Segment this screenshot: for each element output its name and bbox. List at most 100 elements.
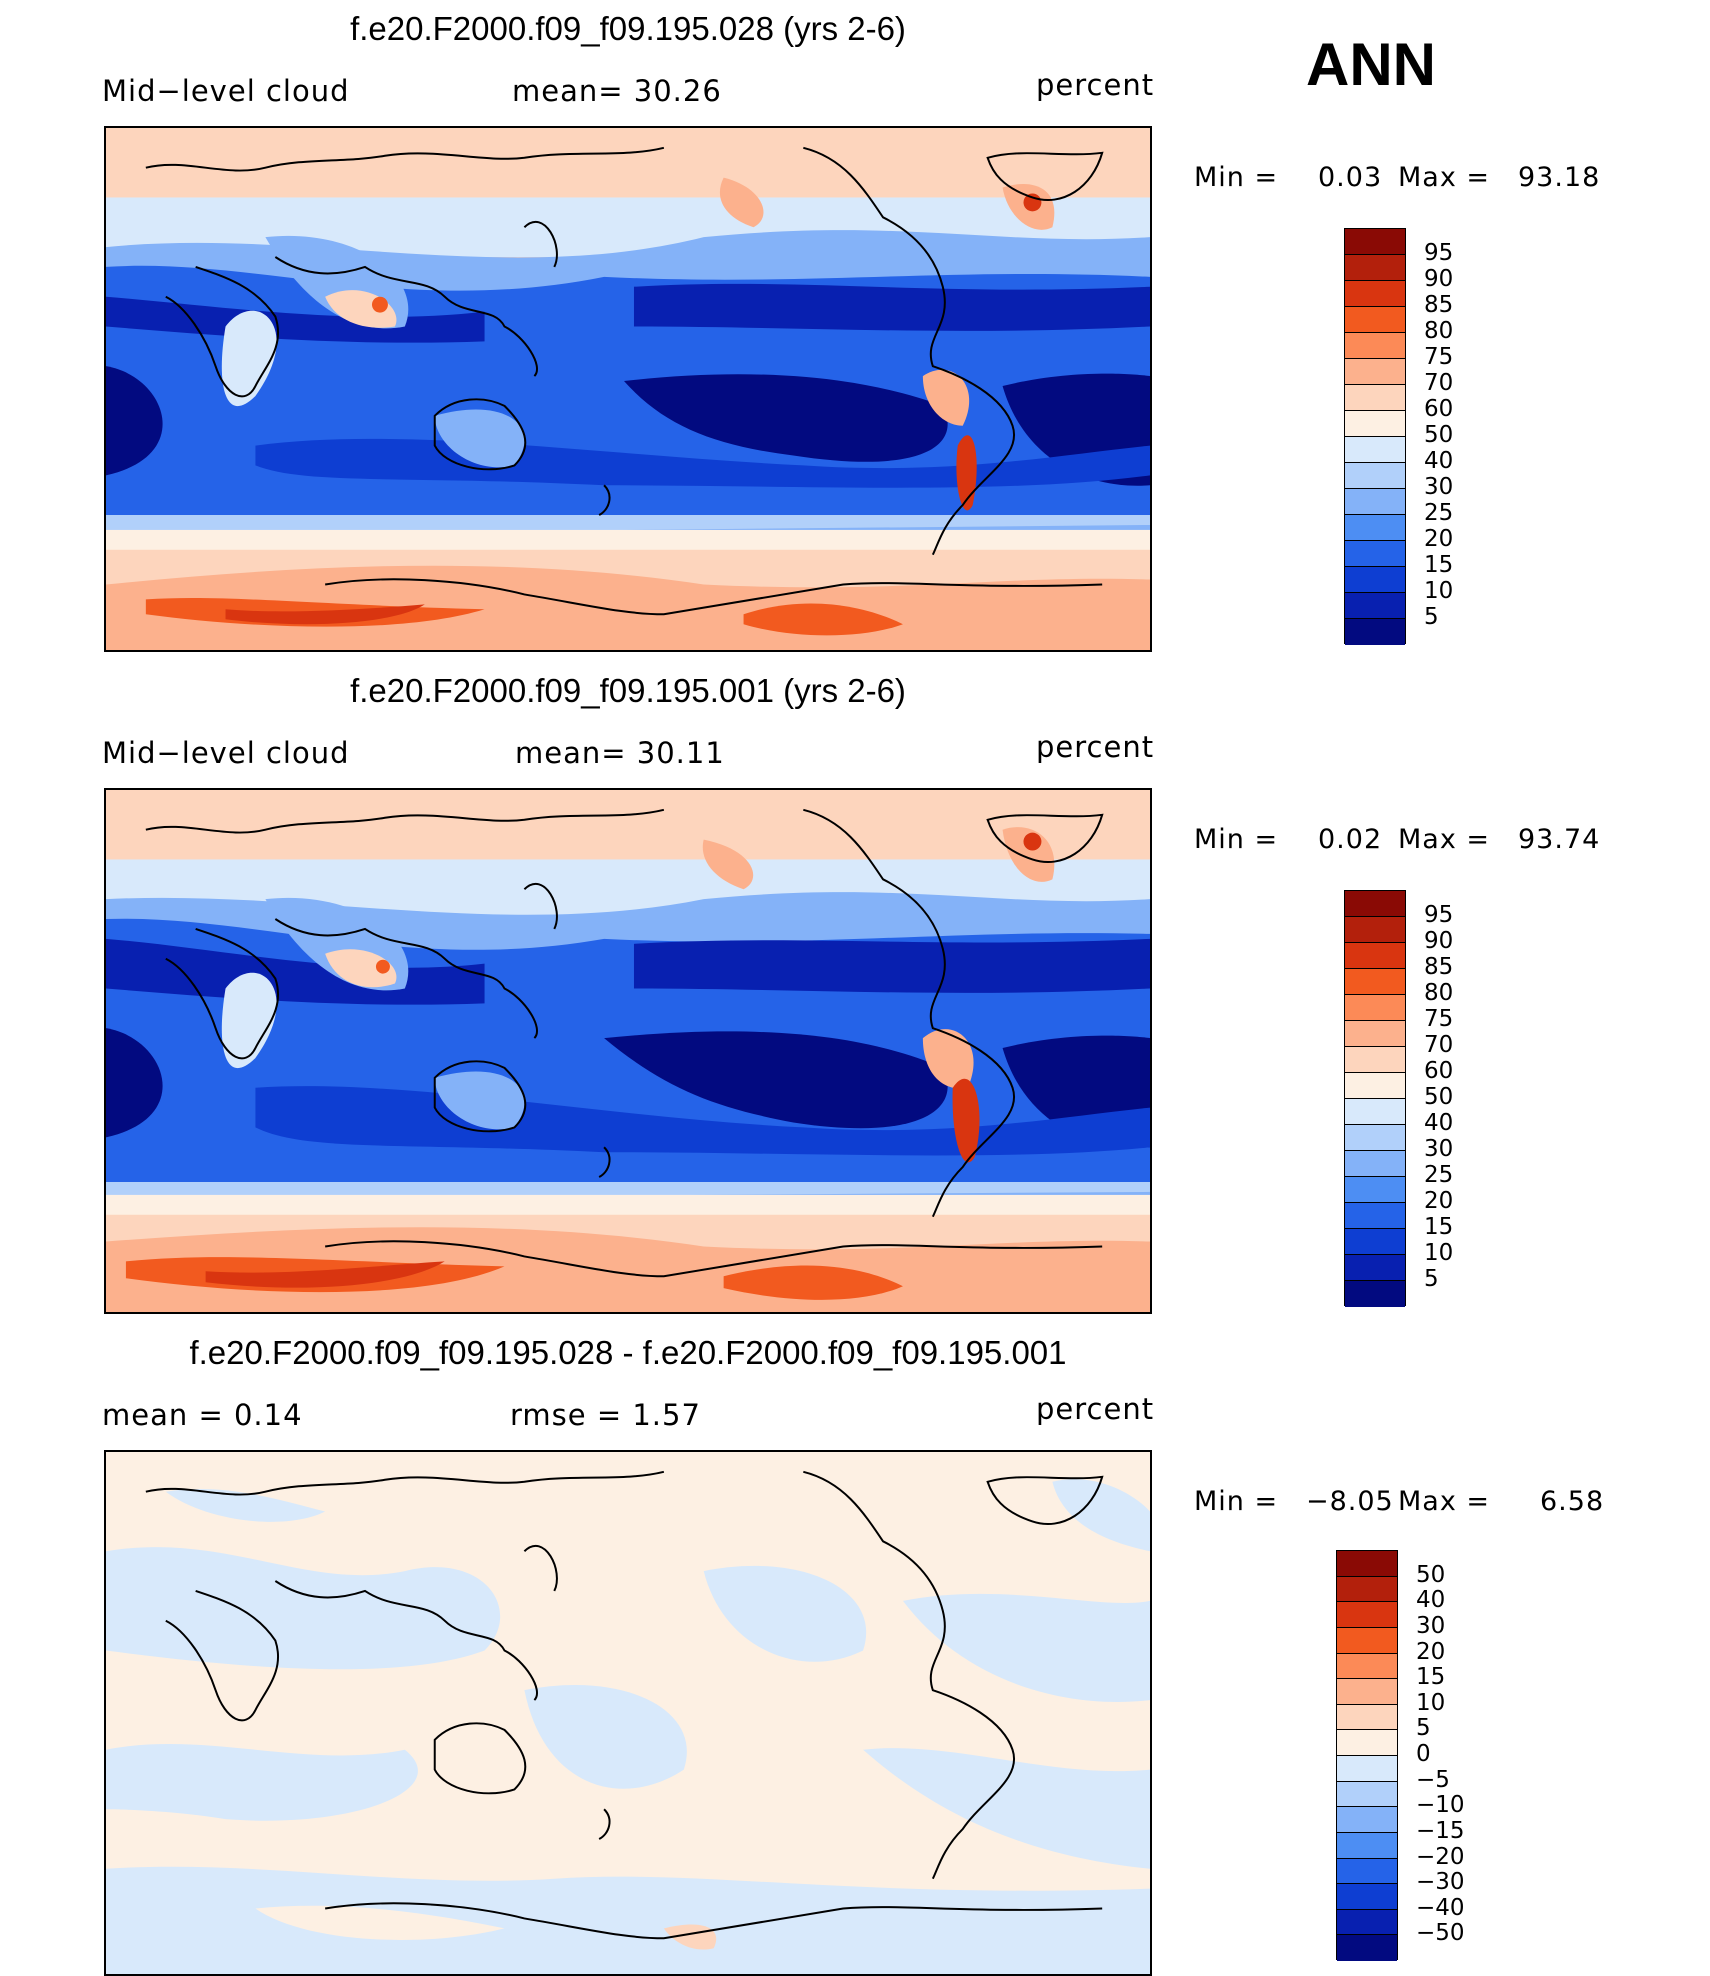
colorbar-tick-label: 15 [1424,552,1454,578]
colorbar-swatch [1337,1602,1397,1628]
colorbar-swatch [1345,1229,1405,1255]
colorbar-swatch [1345,281,1405,307]
panel-3-rmse-label: rmse = 1.57 [510,1398,701,1432]
panel-1-colorbar [1344,228,1406,645]
panel-2-variable-label: Mid−level cloud [102,736,350,770]
colorbar-tick-label: 40 [1424,448,1454,474]
colorbar-swatch [1337,1679,1397,1705]
colorbar-swatch [1345,1281,1405,1307]
colorbar-swatch [1345,619,1405,645]
colorbar-swatch [1345,567,1405,593]
panel-3-title: f.e20.F2000.f09_f09.195.028 - f.e20.F200… [189,1334,1067,1371]
colorbar-swatch [1337,1781,1397,1808]
panel-2-map [104,788,1152,1314]
colorbar-tick-label: 80 [1424,318,1454,344]
colorbar-swatch [1345,1073,1405,1099]
colorbar-swatch [1345,943,1405,969]
colorbar-tick-label: 5 [1424,604,1439,630]
colorbar-tick-label: 30 [1424,474,1454,500]
colorbar-tick-label: 15 [1416,1664,1446,1691]
colorbar-swatch [1337,1756,1397,1782]
colorbar-tick-label: 50 [1424,1084,1454,1110]
colorbar-tick-label: 10 [1416,1689,1446,1716]
colorbar-tick-label: 90 [1424,266,1454,292]
colorbar-tick-label: 20 [1416,1638,1446,1665]
colorbar-tick-label: −10 [1416,1792,1465,1819]
colorbar-swatch [1345,307,1405,333]
panel-1-title: f.e20.F2000.f09_f09.195.028 (yrs 2-6) [350,10,906,47]
season-label: ANN [1306,31,1436,98]
colorbar-tick-label: 0 [1416,1741,1431,1767]
colorbar-tick-label: 20 [1424,526,1454,552]
panel-1-variable-label: Mid−level cloud [102,74,350,108]
panel-1-min-value: 0.03 [1318,162,1383,193]
colorbar-swatch [1337,1807,1397,1833]
colorbar-tick-label: 25 [1424,1162,1454,1188]
colorbar-tick-label: 75 [1424,344,1454,370]
colorbar-tick-label: 50 [1416,1561,1446,1588]
colorbar-tick-label: −15 [1416,1817,1465,1844]
colorbar-swatch [1337,1653,1397,1680]
colorbar-tick-label: 70 [1424,370,1454,396]
colorbar-tick-label: 95 [1424,240,1454,266]
colorbar-tick-label: 10 [1424,578,1454,604]
colorbar-tick-label: 5 [1416,1715,1431,1742]
colorbar-swatch [1345,1021,1405,1047]
panel-3-map [104,1450,1152,1976]
panel-2-max-value: 93.74 [1518,824,1601,855]
colorbar-tick-label: 90 [1424,928,1454,954]
colorbar-tick-label: −40 [1416,1894,1465,1921]
colorbar-swatch [1337,1832,1397,1859]
colorbar-swatch [1345,385,1405,411]
colorbar-tick-label: −20 [1416,1843,1465,1870]
colorbar-tick-label: 95 [1424,902,1454,928]
colorbar-tick-label: 60 [1424,396,1454,422]
colorbar-swatch [1337,1935,1397,1961]
panel-3-min-label: Min = [1194,1486,1279,1517]
colorbar-tick-label: 60 [1424,1058,1454,1084]
colorbar-swatch [1345,969,1405,995]
colorbar-tick-label: 30 [1424,1136,1454,1162]
colorbar-swatch [1345,1177,1405,1203]
colorbar-tick-label: 80 [1424,980,1454,1006]
colorbar-tick-label: −30 [1416,1869,1465,1896]
panel-2-mean-label: mean= 30.11 [515,736,725,770]
panel-3-units-label: percent [1036,1392,1155,1426]
colorbar-swatch [1337,1858,1397,1885]
colorbar-swatch [1337,1884,1397,1910]
panel-2-min-value: 0.02 [1318,824,1383,855]
panel-2-units-label: percent [1036,730,1155,764]
panel-3-mean-label: mean = 0.14 [102,1398,303,1432]
colorbar-tick-label: 15 [1424,1214,1454,1240]
colorbar-swatch [1345,593,1405,619]
colorbar-tick-label: 5 [1424,1266,1439,1292]
colorbar-tick-label: −50 [1416,1920,1465,1947]
colorbar-swatch [1345,1099,1405,1125]
panel-2-map-graphic [106,790,1150,1312]
panel-1-min-label: Min = [1194,162,1279,193]
colorbar-swatch [1345,411,1405,437]
panel-1-max-value: 93.18 [1518,162,1601,193]
colorbar-tick-label: −5 [1416,1766,1450,1793]
colorbar-swatch [1345,1047,1405,1073]
panel-2-min-label: Min = [1194,824,1279,855]
colorbar-swatch [1337,1704,1397,1731]
colorbar-tick-label: 40 [1424,1110,1454,1136]
colorbar-swatch [1337,1730,1397,1756]
colorbar-swatch [1345,917,1405,943]
colorbar-swatch [1337,1551,1397,1577]
colorbar-swatch [1345,891,1405,917]
colorbar-swatch [1337,1627,1397,1654]
panel-1-map [104,126,1152,652]
colorbar-swatch [1337,1576,1397,1603]
colorbar-tick-label: 50 [1424,422,1454,448]
panel-1-map-graphic [106,128,1150,650]
panel-1-units-label: percent [1036,68,1155,102]
colorbar-swatch [1345,541,1405,567]
colorbar-swatch [1345,229,1405,255]
colorbar-swatch [1345,515,1405,541]
colorbar-tick-label: 25 [1424,500,1454,526]
colorbar-tick-label: 30 [1416,1612,1446,1639]
colorbar-tick-label: 85 [1424,292,1454,318]
colorbar-tick-label: 70 [1424,1032,1454,1058]
